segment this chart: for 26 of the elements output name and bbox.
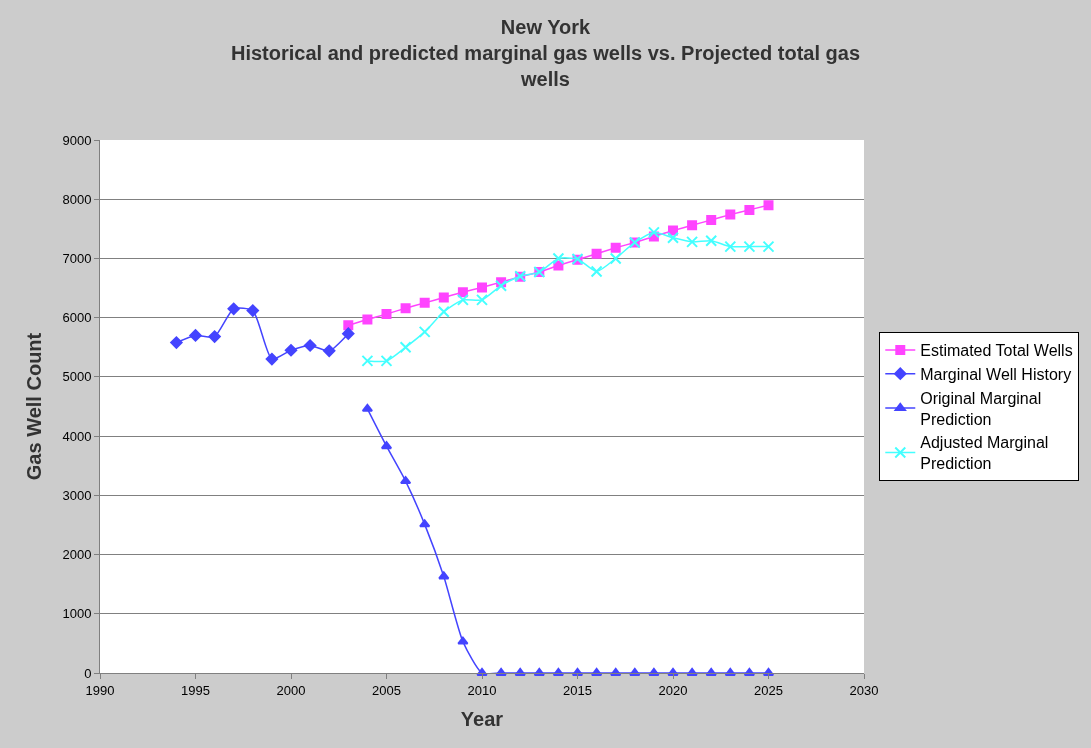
x-tick-label: 2000 [276,682,306,698]
y-tick-label: 9000 [62,132,92,148]
legend-label: Original Marginal Prediction [920,389,1042,428]
legend-label: Estimated Total Wells [920,342,1073,360]
x-tick-label: 2005 [372,682,401,698]
y-axis-title: Gas Well Count [22,332,45,481]
y-tick-label: 6000 [62,310,92,326]
x-tick-label: 2015 [563,682,592,698]
y-tick-label: 7000 [62,250,92,266]
y-tick-label: 0 [84,665,92,681]
x-tick-label: 2025 [754,682,783,698]
x-axis-title: Year [460,708,504,731]
x-tick-label: 2010 [467,682,497,698]
y-tick-label: 8000 [62,191,92,207]
x-tick-label: 1990 [85,682,115,698]
legend-label: Adjusted Marginal Prediction [920,434,1049,473]
x-tick-label: 2030 [849,682,879,698]
x-tick-label: 2020 [658,682,688,698]
y-tick-label: 5000 [62,369,92,385]
legend-label: Marginal Well History [920,365,1072,383]
y-tick-label: 2000 [62,547,92,563]
chart-title: New York Historical and predicted marginal gas wells vs. Projected total gas wells [230,15,861,90]
y-tick-label: 4000 [62,428,92,444]
y-tick-label: 1000 [62,606,92,622]
x-tick-label: 1995 [181,682,210,698]
y-tick-label: 3000 [62,487,92,503]
